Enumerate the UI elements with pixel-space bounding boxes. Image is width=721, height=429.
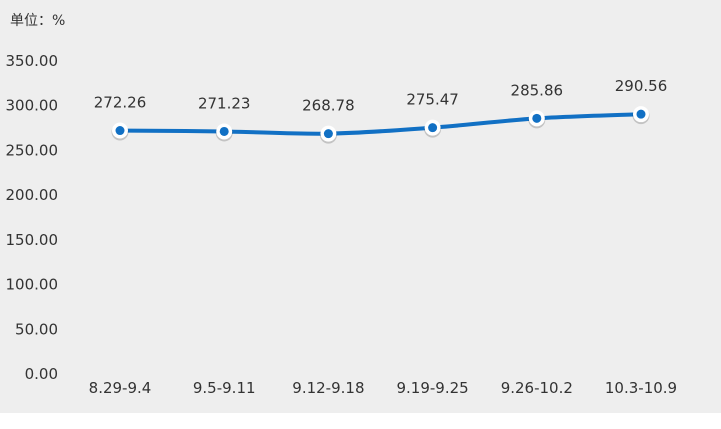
y-tick-label: 300.00 <box>6 97 59 115</box>
data-point-dot <box>323 129 333 139</box>
y-axis-ticks: 0.00 50.00 100.00 150.00 200.00 250.00 300.00 3… <box>6 52 59 383</box>
data-point <box>111 122 129 141</box>
x-tick-label: 8.29-9.4 <box>89 379 152 397</box>
data-label: 268.78 <box>302 97 355 115</box>
data-labels-layer: 272.26 271.23 268.78 275.47 285.86 290.56 <box>94 77 668 114</box>
data-point-dot <box>636 109 646 119</box>
data-point-dot <box>115 126 125 136</box>
y-tick-label: 0.00 <box>25 365 58 383</box>
data-point-dot <box>532 113 542 123</box>
unit-label: 单位：% <box>10 13 65 29</box>
x-tick-label: 9.5-9.11 <box>193 379 256 397</box>
data-point <box>319 125 337 144</box>
x-tick-label: 9.19-9.25 <box>396 379 468 397</box>
x-tick-label: 9.26-10.2 <box>501 379 573 397</box>
data-point <box>215 123 233 142</box>
y-tick-label: 350.00 <box>6 52 59 70</box>
data-point <box>424 119 442 138</box>
x-tick-label: 10.3-10.9 <box>605 379 677 397</box>
series-layer <box>118 112 643 136</box>
y-tick-label: 50.00 <box>15 320 58 338</box>
data-label: 275.47 <box>406 91 459 109</box>
data-label: 271.23 <box>198 94 251 112</box>
y-tick-label: 200.00 <box>6 186 59 204</box>
data-point-dot <box>428 123 438 133</box>
x-tick-label: 9.12-9.18 <box>292 379 364 397</box>
data-label: 272.26 <box>94 94 147 112</box>
chart-background <box>0 0 721 413</box>
data-point <box>528 110 546 129</box>
points-layer <box>111 106 650 144</box>
y-tick-label: 250.00 <box>6 141 59 159</box>
data-label: 285.86 <box>511 81 564 99</box>
data-point <box>632 106 650 125</box>
y-tick-label: 100.00 <box>6 276 59 294</box>
y-tick-label: 150.00 <box>6 231 59 249</box>
data-label: 290.56 <box>615 77 668 95</box>
series-line <box>118 112 643 136</box>
x-axis-ticks: 8.29-9.4 9.5-9.11 9.12-9.18 9.19-9.25 9.26-1… <box>89 379 677 397</box>
data-point-dot <box>219 126 229 136</box>
